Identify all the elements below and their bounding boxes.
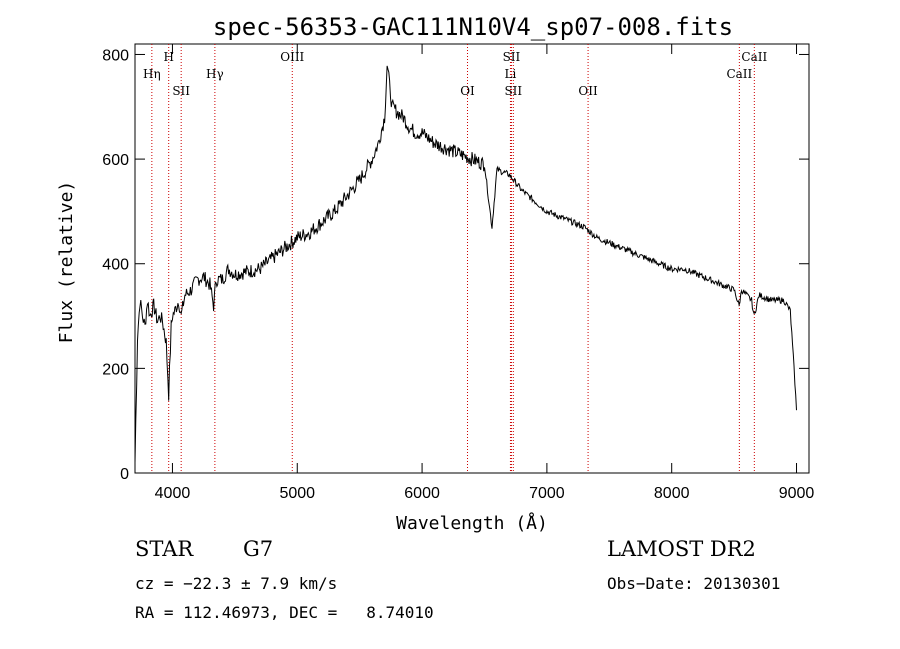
spectral-line-label: SII [504,84,522,98]
spectral-line-label: OII [578,84,598,98]
x-tick-label: 5000 [279,485,315,502]
obs-date-text: Obs−Date: 20130301 [607,574,781,593]
spectral-line-label: Li [505,67,517,81]
survey-label: LAMOST DR2 [607,537,756,561]
spectral-line-label: SII [503,50,521,64]
subclass-label: G7 [243,537,274,561]
spectral-line-label: Hγ [206,67,224,81]
spectral-line-label: CaII [726,67,752,81]
x-tick-label: 8000 [654,485,690,502]
coordinates-text: RA = 112.46973, DEC = 8.74010 [135,603,434,622]
spectral-line-label: CaII [741,50,767,64]
x-tick-label: 7000 [529,485,565,502]
spectral-line-label: OIII [280,50,304,64]
axis-ticks: 4000 5000 6000 7000 8000 9000 0 200 400 600 800 [102,44,814,502]
spectral-line-label: Hη [143,67,161,81]
spectral-line-label: SII [172,84,190,98]
spectral-line-label: H [163,50,173,64]
y-tick-label: 0 [120,466,129,483]
spectrum-line [134,65,797,463]
chart-title: spec-56353-GAC111N10V4_sp07-008.fits [213,13,733,41]
y-axis-label: Flux (relative) [56,181,77,344]
spectral-line-label: OI [460,84,475,98]
x-tick-label: 9000 [779,485,815,502]
y-tick-label: 600 [102,152,129,169]
spectral-line-labels: HηH SII Hγ OIII OI SII Li SII OII CaII CaII [143,50,767,98]
x-axis-label: Wavelength (Å) [396,512,548,534]
x-tick-label: 6000 [404,485,440,502]
x-tick-label: 4000 [155,485,191,502]
redshift-text: cz = −22.3 ± 7.9 km/s [135,574,338,593]
spectral-line-markers [151,44,755,473]
y-tick-label: 400 [102,257,129,274]
plot-frame [134,43,810,474]
y-tick-label: 200 [102,361,129,378]
y-tick-label: 800 [102,47,129,64]
class-label: STAR [135,537,194,561]
